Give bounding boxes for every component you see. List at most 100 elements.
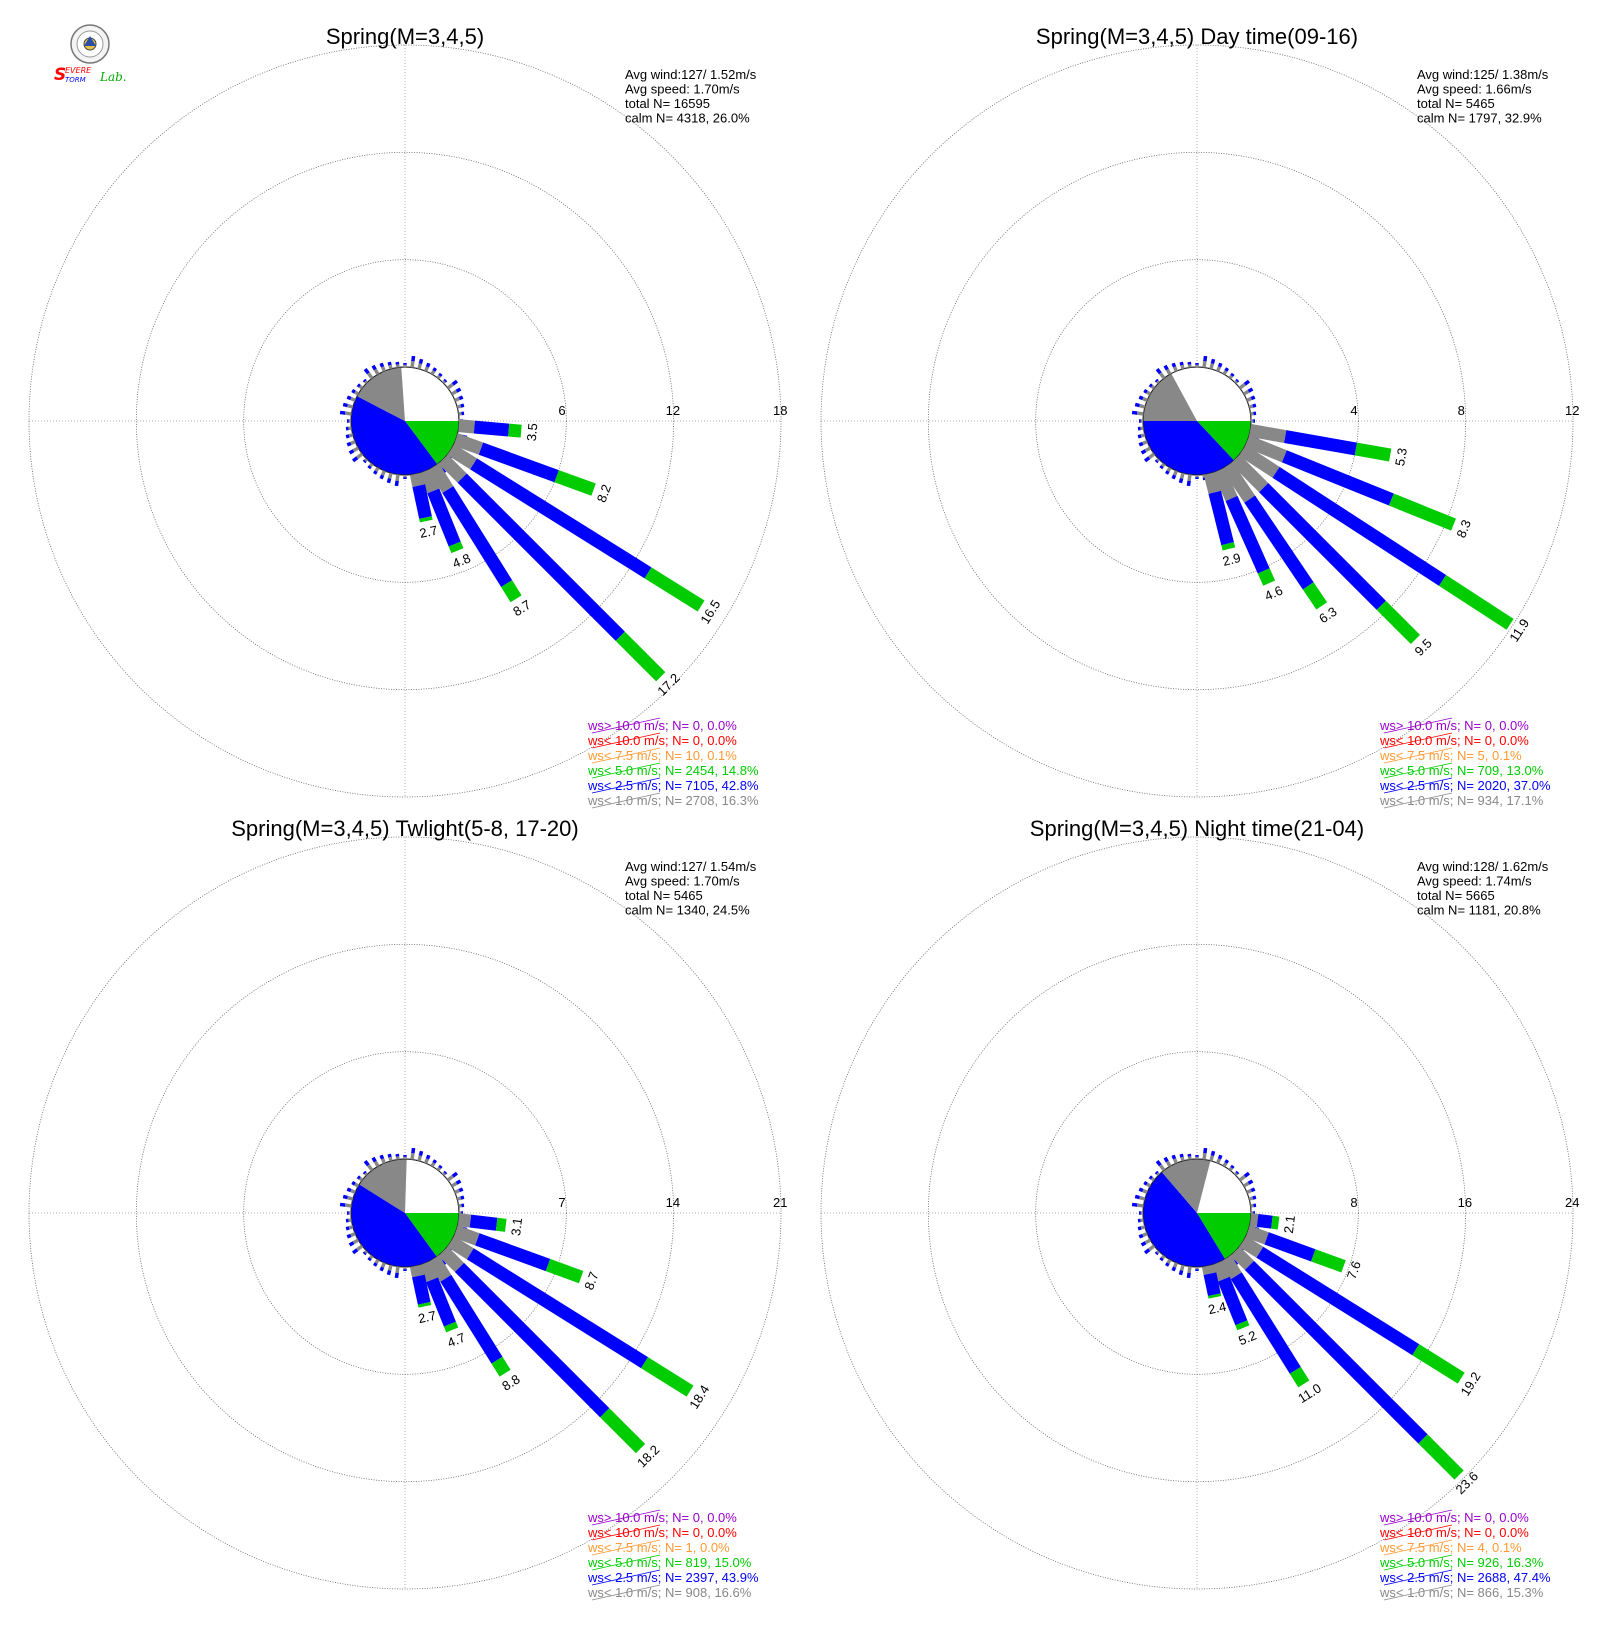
minor-spoke-blue	[1210, 1150, 1216, 1156]
calm-pie	[350, 1158, 460, 1268]
minor-spoke-gray	[368, 1254, 374, 1260]
minor-spoke-blue	[1187, 1153, 1192, 1157]
minor-spoke-gray	[347, 1195, 354, 1201]
minor-spoke-blue	[1195, 363, 1199, 365]
legend-strike-lt1	[1383, 1584, 1453, 1601]
legend-entry-lt10: ws< 10.0 m/s; N= 0, 0.0%	[1379, 1525, 1529, 1540]
minor-spoke-blue	[1253, 411, 1257, 416]
minor-spoke-blue	[362, 1170, 367, 1175]
stats-line-3: total N= 5465	[1417, 96, 1495, 111]
petal-segment-lt1	[457, 1213, 472, 1228]
minor-spoke-gray	[1158, 1164, 1166, 1172]
legend-strike-lt75	[1383, 747, 1453, 764]
minor-spoke-gray	[403, 1156, 407, 1159]
calm-pie-green-wedge	[405, 1213, 459, 1257]
petal-segment-lt5	[1257, 568, 1276, 586]
minor-spoke-gray	[456, 1196, 462, 1201]
minor-spoke-gray	[1139, 403, 1146, 409]
petal-segment-lt5	[508, 423, 522, 438]
stats-line-1: Avg wind:128/ 1.62m/s	[1417, 859, 1549, 874]
petal-1: 3.5	[458, 419, 540, 442]
calm-pie-gray-wedge	[359, 1158, 407, 1213]
minor-spoke-blue	[1143, 1248, 1151, 1255]
minor-spoke-blue	[1171, 362, 1177, 368]
minor-spoke-gray	[417, 363, 423, 370]
minor-spoke-gray	[1216, 1158, 1222, 1164]
minor-spoke-blue	[1143, 456, 1151, 463]
petal-segment-lt1	[1220, 1255, 1242, 1280]
minor-spoke-gray	[1140, 1211, 1143, 1215]
ring-label-3: 21	[773, 1195, 787, 1210]
minor-spoke-gray	[1158, 372, 1166, 380]
minor-spoke-gray	[395, 364, 400, 368]
petal-segment-lt5	[1376, 600, 1421, 645]
minor-spoke-blue	[1164, 470, 1170, 475]
minor-spoke-gray	[364, 1172, 369, 1177]
minor-spoke-gray	[1242, 1181, 1250, 1188]
petal-segment-lt5	[644, 567, 705, 612]
petal-segment-lt5	[419, 516, 433, 523]
minor-spoke-blue	[1137, 1218, 1141, 1223]
legend-entry-lt1: ws< 1.0 m/s; N= 2708, 16.3%	[587, 793, 759, 808]
petal-label: 2.7	[418, 523, 439, 541]
petal-segment-lt1	[1239, 1236, 1264, 1258]
legend-strike-gt10	[591, 1509, 661, 1526]
calm-pie-blue-wedge	[1143, 1172, 1226, 1268]
legend-entry-lt75: ws< 7.5 m/s; N= 4, 0.1%	[1379, 1540, 1522, 1555]
minor-spoke-blue	[371, 1156, 377, 1163]
minor-spoke-gray	[1142, 1188, 1148, 1194]
petal-segment-lt1	[409, 472, 426, 487]
minor-spoke-blue	[443, 1170, 448, 1175]
minor-spoke-blue	[363, 1159, 370, 1167]
petal-segment-lt25	[442, 486, 513, 588]
panel-title: Spring(M=3,4,5) Day time(09-16)	[1036, 24, 1358, 49]
stats-line-1: Avg wind:127/ 1.52m/s	[625, 67, 757, 82]
petal-segment-lt25	[470, 458, 652, 579]
minor-spoke-blue	[1187, 361, 1192, 365]
minor-spoke-blue	[1134, 1194, 1140, 1200]
minor-spoke-blue	[443, 378, 448, 383]
petal-label: 2.7	[417, 1308, 438, 1326]
petal-segment-lt25	[1217, 1276, 1248, 1326]
minor-spoke-gray	[1179, 472, 1185, 479]
legend-strike-gt10	[1383, 1509, 1453, 1526]
minor-spoke-gray	[348, 419, 351, 423]
minor-spoke-blue	[362, 378, 367, 383]
minor-spoke-blue	[1154, 1170, 1159, 1175]
stats-line-3: total N= 5465	[625, 888, 703, 903]
petal-segment-lt25	[466, 1248, 648, 1369]
legend-strike-lt10	[591, 1524, 661, 1541]
petal-7: 2.9	[1203, 471, 1242, 569]
minor-spoke-blue	[438, 372, 443, 377]
minor-spoke-gray	[436, 374, 442, 380]
minor-spoke-blue	[1148, 383, 1153, 388]
petal-segment-lt1	[1249, 1213, 1259, 1227]
minor-spoke-gray	[410, 1152, 415, 1160]
legend-entry-lt1: ws< 1.0 m/s; N= 866, 15.3%	[1379, 1585, 1544, 1600]
minor-spoke-gray	[1202, 360, 1207, 368]
minor-spoke-gray	[1140, 1225, 1146, 1230]
minor-spoke-blue	[379, 1266, 385, 1272]
calm-pie	[1142, 1158, 1252, 1268]
minor-spoke-gray	[1156, 1249, 1161, 1254]
minor-spoke-blue	[394, 1272, 399, 1279]
minor-spoke-gray	[1166, 466, 1172, 472]
minor-spoke-blue	[1134, 402, 1140, 408]
minor-spoke-blue	[425, 1154, 431, 1160]
petal-label: 8.3	[1453, 518, 1474, 540]
minor-spoke-blue	[458, 1187, 464, 1193]
minor-spoke-gray	[1222, 1162, 1228, 1168]
minor-spoke-gray	[1238, 1174, 1246, 1182]
minor-spoke-gray	[348, 1218, 352, 1223]
minor-spoke-blue	[455, 387, 462, 393]
minor-spoke-gray	[348, 1225, 354, 1230]
legend-entry-gt10: ws> 10.0 m/s; N= 0, 0.0%	[1379, 1510, 1529, 1525]
minor-spoke-gray	[1250, 411, 1254, 416]
petal-segment-lt5	[491, 1356, 511, 1377]
minor-spoke-blue	[372, 1262, 378, 1267]
minor-spoke-gray	[410, 360, 415, 368]
petal-segment-lt1	[409, 1264, 425, 1278]
minor-spoke-blue	[1164, 1262, 1170, 1267]
minor-spoke-gray	[1140, 433, 1146, 438]
minor-spoke-gray	[388, 364, 393, 370]
